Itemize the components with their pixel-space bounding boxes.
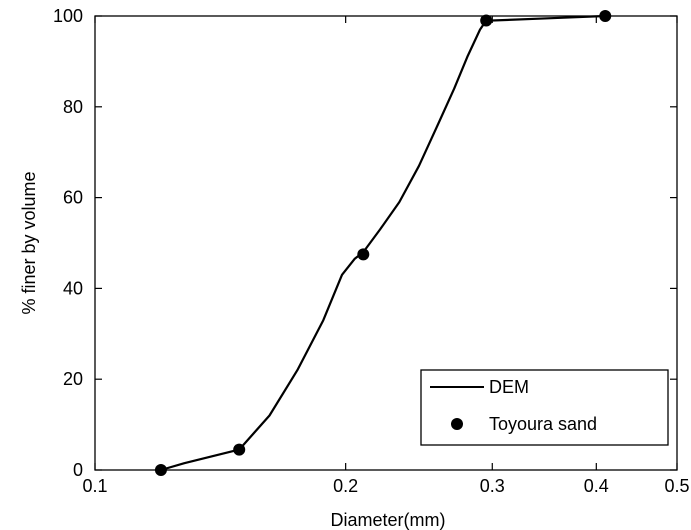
plot-frame bbox=[94, 15, 678, 471]
x-tick-label: 0.5 bbox=[664, 476, 689, 496]
y-tick-label: 40 bbox=[63, 278, 83, 298]
y-axis-label: % finer by volume bbox=[19, 171, 39, 314]
x-axis-label: Diameter(mm) bbox=[331, 510, 446, 530]
x-tick-label: 0.3 bbox=[480, 476, 505, 496]
y-tick-label: 100 bbox=[53, 6, 83, 26]
legend-toyoura-marker-swatch bbox=[451, 418, 463, 430]
toyoura-sand-data-point bbox=[233, 443, 246, 456]
legend-toyoura-label: Toyoura sand bbox=[489, 414, 597, 434]
y-tick-label: 20 bbox=[63, 369, 83, 389]
x-tick-label: 0.1 bbox=[82, 476, 107, 496]
x-tick-label: 0.4 bbox=[584, 476, 609, 496]
x-tick-label: 0.2 bbox=[333, 476, 358, 496]
toyoura-sand-data-point bbox=[480, 14, 493, 27]
legend-dem-label: DEM bbox=[489, 377, 529, 397]
y-tick-label: 80 bbox=[63, 97, 83, 117]
legend: DEM Toyoura sand bbox=[420, 369, 669, 446]
toyoura-sand-data-point bbox=[357, 248, 370, 261]
y-tick-label: 0 bbox=[73, 460, 83, 480]
y-tick-label: 60 bbox=[63, 188, 83, 208]
legend-box bbox=[420, 369, 669, 446]
axes-layer: 0.1 0.2 0.3 0.4 0.5 0 20 40 60 80 100 bbox=[53, 6, 690, 496]
